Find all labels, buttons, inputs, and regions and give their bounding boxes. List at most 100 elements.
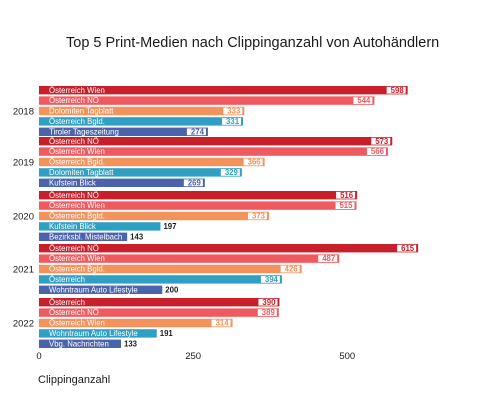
bar <box>39 244 419 253</box>
bar-label: Vbg. Nachrichten <box>49 339 109 348</box>
bar-value: 314 <box>216 319 230 328</box>
bar-value: 191 <box>160 329 174 338</box>
bar-label: Wohntraum Auto Lifestyle <box>49 285 138 294</box>
bar-value: 333 <box>227 107 241 116</box>
bar-label: Bezirksbl. Mistelbach <box>49 232 122 241</box>
bar-value: 200 <box>165 285 179 294</box>
value-tag <box>335 202 355 209</box>
bar-label: Wohntraum Auto Lifestyle <box>49 329 138 338</box>
bar-label: Kufstein Blick <box>49 222 96 231</box>
bar <box>39 222 161 231</box>
value-tag <box>386 86 406 94</box>
value-tag <box>366 148 386 155</box>
bar-value: 544 <box>357 96 371 105</box>
bar-value: 269 <box>188 178 202 187</box>
bar <box>39 157 265 167</box>
bar <box>39 106 245 116</box>
bar-label: Dolomiten Tagblatt <box>49 168 114 177</box>
bar <box>39 329 157 338</box>
bar-value: 394 <box>265 275 279 284</box>
bar-value: 566 <box>371 147 385 156</box>
value-tag <box>336 191 356 199</box>
bar-label: Kufstein Blick <box>49 178 96 187</box>
bar <box>39 275 282 284</box>
bar-label: Österreich NÖ <box>49 308 99 317</box>
bar-label: Tiroler Tageszeitung <box>49 127 119 136</box>
bar <box>39 86 408 95</box>
bar <box>39 137 393 146</box>
bar-value: 516 <box>340 191 354 200</box>
bar-label: Dolomiten Tagblatt <box>49 107 114 116</box>
value-tag <box>247 212 267 220</box>
bar <box>39 339 121 348</box>
bar <box>39 318 233 328</box>
bar-value: 197 <box>163 222 176 231</box>
x-tick-label: 250 <box>185 351 201 362</box>
x-tick-label: 0 <box>36 351 41 362</box>
bar-value: 573 <box>375 137 389 146</box>
value-tag <box>223 107 243 115</box>
value-tag <box>371 137 391 145</box>
value-tag <box>243 158 263 166</box>
bar-label: Österreich Wien <box>49 254 105 263</box>
year-label: 2022 <box>13 319 34 330</box>
bar-label: Österreich Wien <box>49 201 105 210</box>
value-tag <box>280 265 300 273</box>
bar-label: Österreich Wien <box>49 147 105 156</box>
value-tag <box>220 169 240 176</box>
x-tick-label: 500 <box>339 351 355 362</box>
bar <box>39 96 375 105</box>
year-label: 2019 <box>13 158 34 169</box>
value-tag <box>260 276 280 283</box>
bar-value: 426 <box>285 265 299 274</box>
chart-title: Top 5 Print-Medien nach Clippinganzahl v… <box>66 35 439 51</box>
bar-label: Österreich Bgld. <box>49 265 105 274</box>
bar <box>39 285 163 294</box>
bar <box>39 168 242 177</box>
bar-value: 598 <box>391 86 405 95</box>
year-label: 2021 <box>13 265 34 276</box>
bar <box>39 127 208 136</box>
year-label: 2020 <box>13 212 34 223</box>
bar <box>39 201 357 210</box>
bar-value: 274 <box>191 127 205 136</box>
bar-label: Österreich NÖ <box>49 191 99 200</box>
bar-label: Österreich Wien <box>49 319 105 328</box>
value-tag <box>257 309 277 316</box>
bar-value: 515 <box>339 201 353 210</box>
bar-label: Österreich Wien <box>49 86 105 95</box>
bars-layer: 2018 Österreich Wien 598 Österreich NÖ 544 Do… <box>13 86 419 348</box>
x-axis-ticks: 0 250 500 <box>36 351 355 362</box>
year-label: 2018 <box>13 107 34 118</box>
bar-label: Österreich <box>49 275 85 284</box>
value-tag <box>397 244 417 252</box>
bar-label: Österreich Bgld. <box>49 212 105 221</box>
bar-value: 329 <box>225 168 239 177</box>
value-tag <box>183 179 203 187</box>
bar-label: Österreich Bgld. <box>49 158 105 167</box>
bar <box>39 232 128 241</box>
bar-value: 143 <box>130 232 144 241</box>
bar-value: 389 <box>262 308 276 317</box>
bar <box>39 211 269 221</box>
value-tag <box>186 128 206 136</box>
bar-label: Österreich Bgld. <box>49 117 105 126</box>
value-tag <box>222 118 242 125</box>
x-axis-label: Clippinganzahl <box>38 374 110 386</box>
bar-label: Österreich NÖ <box>49 137 99 146</box>
bar <box>39 117 244 126</box>
bar <box>39 147 388 156</box>
bar-label: Österreich <box>49 298 85 307</box>
bar <box>39 178 205 187</box>
bar <box>39 298 280 307</box>
bar <box>39 191 358 200</box>
bar-label: Österreich NÖ <box>49 244 99 253</box>
bar <box>39 254 340 263</box>
bar <box>39 264 302 274</box>
value-tag <box>318 255 338 262</box>
bar-value: 366 <box>248 158 262 167</box>
bar-value: 390 <box>262 298 276 307</box>
bar-value: 331 <box>226 117 240 126</box>
bar-value: 615 <box>401 244 415 253</box>
